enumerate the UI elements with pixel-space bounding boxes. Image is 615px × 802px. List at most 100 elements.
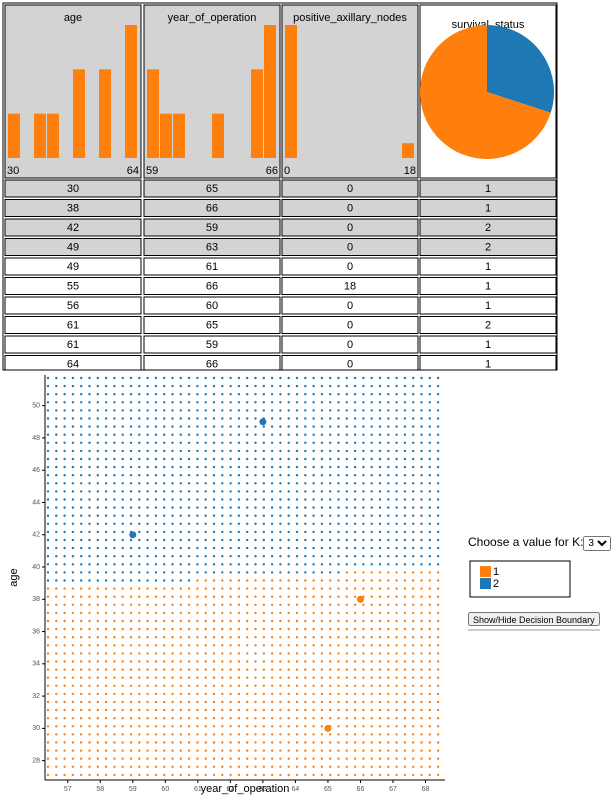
boundary-dot [171,619,174,623]
boundary-dot [229,514,232,517]
boundary-dot [378,530,382,534]
boundary-dot [196,393,199,396]
boundary-dot [378,652,382,655]
boundary-dot [370,433,373,436]
boundary-dot [237,506,241,509]
boundary-dot [63,725,66,728]
boundary-dot [312,579,315,582]
boundary-dot [129,376,133,380]
table-cell [281,238,419,256]
boundary-dot [204,449,207,453]
boundary-dot [163,384,166,388]
boundary-dot [138,425,141,428]
boundary-dot [412,700,415,704]
boundary-dot [179,417,182,420]
table-cell [281,335,419,354]
boundary-dot [104,627,108,631]
boundary-dot [129,433,133,436]
boundary-dot [96,741,100,744]
boundary-dot [353,644,357,647]
boundary-dot [304,498,307,501]
boundary-dot [395,498,398,501]
boundary-dot [179,757,182,760]
boundary-dot [121,401,124,404]
boundary-dot [304,741,307,744]
boundary-dot [221,741,224,744]
boundary-dot [96,579,100,582]
boundary-dot [329,417,332,420]
boundary-dot [387,644,390,647]
boundary-dot [237,465,241,469]
x-tick-label: 64 [292,786,300,793]
boundary-dot [196,692,199,696]
boundary-dot [246,733,249,736]
boundary-dot [262,660,265,663]
boundary-dot [329,571,332,574]
boundary-dot [387,579,390,582]
boundary-dot [163,611,166,615]
boundary-dot [204,490,207,493]
boundary-dot [212,708,216,712]
k-select[interactable]: 3 [583,536,612,551]
boundary-dot [420,393,423,396]
boundary-dot [138,611,141,615]
boundary-dot [378,514,382,517]
boundary-dot [270,393,274,396]
boundary-dot [96,498,100,501]
boundary-button[interactable]: Show/Hide Decision Boundary [468,612,600,626]
boundary-dot [337,587,340,590]
boundary-dot [420,474,423,477]
boundary-dot [187,611,191,615]
boundary-dot [287,522,290,525]
boundary-dot [229,684,232,687]
histogram-bar [8,113,20,158]
cell-text: 0 [347,183,353,195]
boundary-dot [46,749,50,752]
boundary-dot [55,684,58,687]
boundary-dot [270,465,274,469]
boundary-dot [246,571,249,574]
boundary-dot [403,692,407,696]
boundary-dot [262,506,265,509]
boundary-dot [63,376,66,380]
boundary-dot [196,498,199,501]
boundary-dot [163,579,166,582]
boundary-dot [163,749,166,752]
boundary-dot [279,700,282,704]
x-tick-label: 66 [357,786,365,793]
boundary-dot [254,765,257,768]
y-tick-label: 28 [32,757,40,764]
boundary-dot [96,684,100,687]
boundary-dot [329,409,332,412]
boundary-dot [304,514,307,517]
boundary-dot [187,749,191,752]
boundary-dot [378,619,382,623]
boundary-dot [395,757,398,760]
boundary-dot [312,522,315,525]
boundary-dot [254,530,257,534]
boundary-dot [187,717,191,720]
boundary-dot [129,457,133,461]
boundary-dot [329,749,332,752]
boundary-dot [403,636,407,639]
boundary-dot [71,563,75,566]
boundary-dot [312,530,315,534]
cell-text: 61 [67,339,79,351]
boundary-dot [121,384,124,388]
boundary-dot [420,482,423,485]
boundary-dot [262,409,265,412]
boundary-dot [221,668,224,671]
boundary-dot [187,700,191,704]
boundary-dot [104,765,108,768]
boundary-dot [295,384,299,388]
boundary-dot [312,773,315,777]
boundary-dot [129,757,133,760]
boundary-dot [187,538,191,542]
boundary-dot [80,417,83,420]
boundary-dot [63,611,66,615]
boundary-dot [370,619,373,623]
boundary-dot [320,457,324,461]
boundary-dot [154,538,158,542]
boundary-dot [229,660,232,663]
boundary-dot [246,425,249,428]
